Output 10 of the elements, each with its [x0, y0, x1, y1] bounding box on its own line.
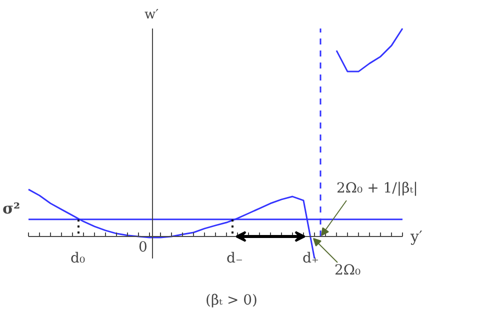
- annotation: 0: [138, 240, 148, 256]
- annotation: 2Ω₀ + 1/|βₜ|: [336, 180, 418, 196]
- x-axis-title: y′: [410, 227, 423, 246]
- annotation: d₊: [302, 250, 319, 266]
- annotation: d₋: [226, 250, 243, 266]
- y-axis-title: w′: [144, 8, 159, 22]
- text: 2Ω₀: [334, 262, 362, 278]
- text: (βₜ > 0): [206, 292, 258, 308]
- ref-line-label: σ²: [2, 199, 20, 218]
- annotation: d₀: [70, 250, 86, 266]
